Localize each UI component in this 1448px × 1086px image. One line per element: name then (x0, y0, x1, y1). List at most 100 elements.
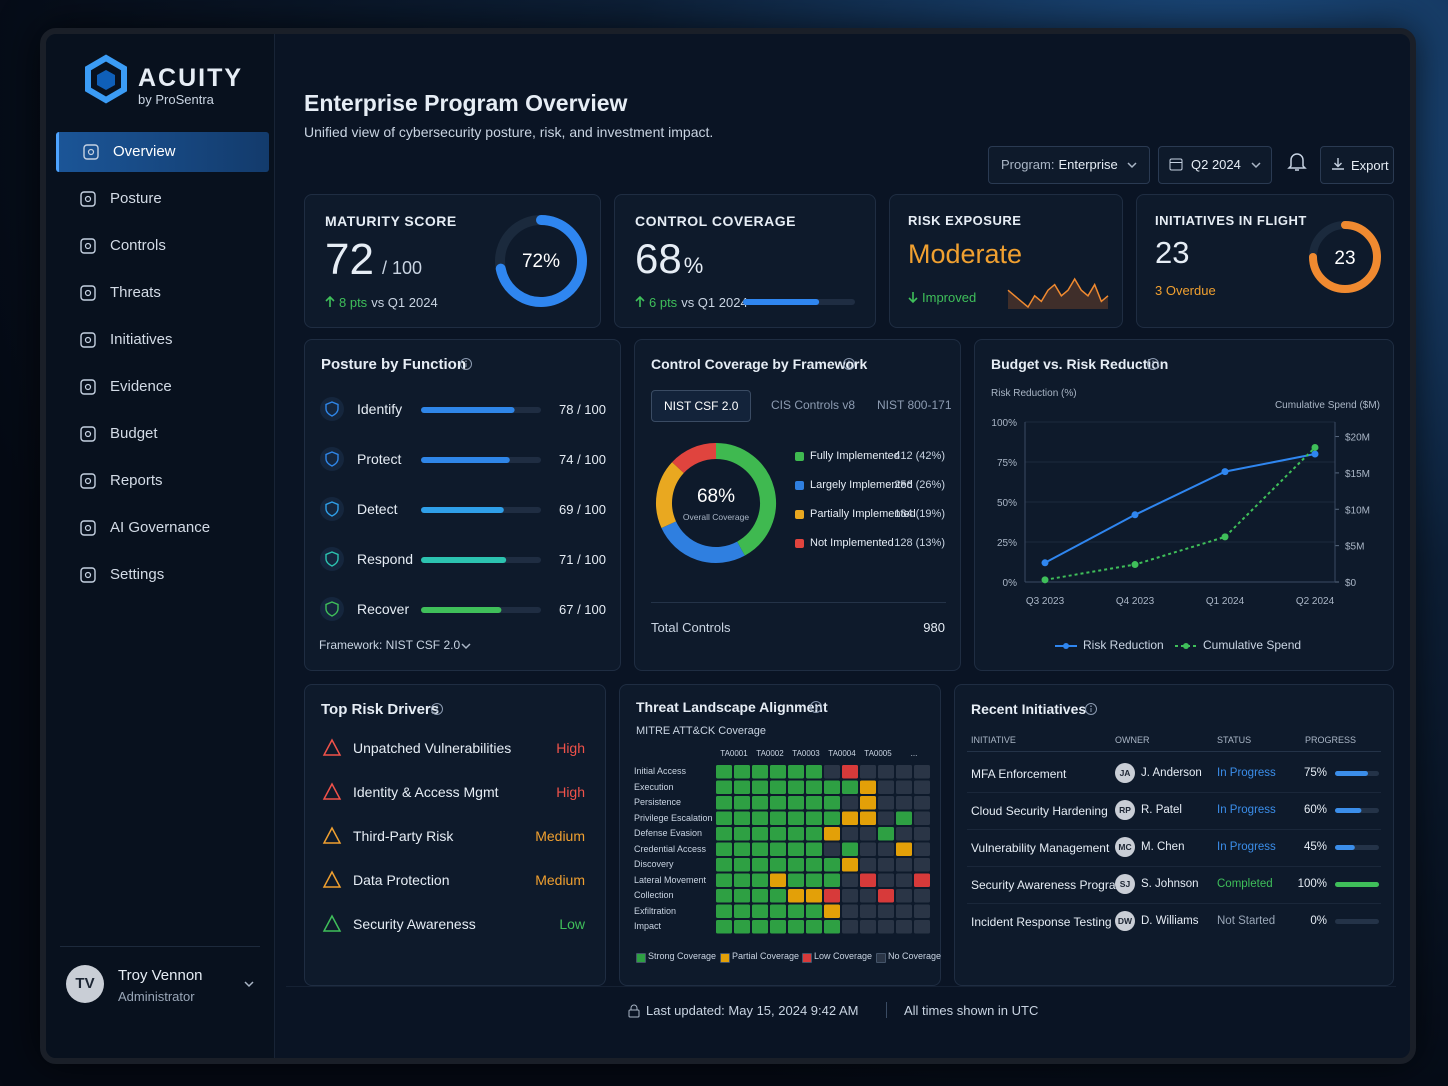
heatmap-cell (914, 889, 930, 903)
nav-item[interactable]: Posture (56, 179, 266, 219)
lock-shackle (630, 1004, 638, 1010)
framework-tab[interactable]: NIST 800-171 (865, 390, 964, 420)
heatmap-cell (806, 811, 822, 825)
heatmap-cell (842, 780, 858, 794)
info-ring (810, 701, 822, 713)
period-select[interactable]: Q2 2024 (1158, 146, 1272, 184)
nav-icon-dot (87, 148, 95, 156)
risk-icon (322, 826, 342, 844)
heatmap-cell (788, 827, 804, 841)
progress-bar (1335, 919, 1379, 924)
bell-icon[interactable] (1287, 152, 1307, 172)
x-tick-label: Q3 2023 (1026, 596, 1065, 607)
legend-swatch (720, 953, 730, 963)
heatmap-cell (842, 920, 858, 934)
owner-avatar: MC (1115, 837, 1135, 857)
heatmap-cell (752, 920, 768, 934)
nav-item[interactable]: Settings (56, 555, 266, 595)
card-title: Posture by Function (321, 356, 467, 373)
nav-item[interactable]: Threats (56, 273, 266, 313)
heatmap-cell (734, 811, 750, 825)
maturity-ring: 72% (495, 215, 587, 307)
donut-center: 68% (697, 486, 735, 507)
heatmap (716, 765, 930, 934)
framework-select[interactable]: Framework: NIST CSF 2.0 (319, 638, 479, 656)
page-title: Enterprise Program Overview (304, 90, 628, 116)
nav-item[interactable]: Budget (56, 414, 266, 454)
x-tick-label: Q1 2024 (1206, 596, 1245, 607)
donut-segment (656, 462, 685, 528)
lock-icon (628, 1004, 640, 1018)
legend-swatch (795, 481, 804, 490)
divider (651, 602, 946, 603)
risk-drivers-card: Top Risk Drivers Unpatched Vulnerabilitie… (304, 684, 606, 986)
heatmap-cell (770, 920, 786, 934)
legend-value: 256 (26%) (894, 479, 945, 491)
legend-swatch (876, 953, 886, 963)
function-bar (421, 457, 541, 463)
bell (1287, 153, 1307, 171)
framework-tab[interactable]: CIS Controls v8 (759, 390, 867, 420)
row-divider (967, 866, 1381, 867)
heatmap-cell (788, 796, 804, 810)
y2-tick-label: $0 (1345, 578, 1357, 589)
user-avatar: TV (66, 965, 104, 1003)
card-title: CONTROL COVERAGE (635, 213, 796, 229)
nav-icon (80, 520, 96, 536)
nav-item[interactable]: Controls (56, 226, 266, 266)
heatmap-cell (770, 842, 786, 856)
user-menu[interactable]: TV Troy Vennon Administrator (56, 959, 266, 1015)
nav-item[interactable]: Overview (56, 132, 269, 172)
nav-label: Posture (110, 190, 162, 207)
card-title: Budget vs. Risk Reduction (991, 356, 1169, 372)
heatmap-cell (860, 873, 876, 887)
nav-label: Budget (110, 425, 158, 442)
legend-value: 128 (13%) (894, 537, 945, 549)
maturity-card: MATURITY SCORE 72 / 100 8 pts vs Q1 2024 72% (304, 194, 601, 328)
owner-name: D. Williams (1141, 915, 1199, 927)
delta-value: 6 pts (649, 295, 678, 310)
series-point (1131, 561, 1139, 569)
sparkline (1007, 277, 1109, 309)
info-icon (1147, 358, 1159, 370)
framework-tab[interactable]: NIST CSF 2.0 (651, 390, 752, 422)
info-ring (1085, 703, 1097, 715)
row-divider (967, 829, 1381, 830)
nav-label: Reports (110, 472, 163, 489)
y-tick-label: 50% (997, 498, 1017, 509)
nav-item[interactable]: Reports (56, 461, 266, 501)
risk-card: RISK EXPOSURE Moderate Improved (889, 194, 1123, 328)
risk-level: Low (559, 916, 585, 932)
function-score: 71 / 100 (559, 552, 606, 567)
nav-icon-shape (80, 473, 96, 489)
total-label: Total Controls (651, 620, 731, 635)
status: In Progress (1217, 841, 1276, 853)
heatmap-cell (914, 858, 930, 872)
nav-item[interactable]: Evidence (56, 367, 266, 407)
heatmap-cell (770, 827, 786, 841)
heatmap-cell (806, 780, 822, 794)
risk-icon (322, 738, 342, 756)
nav-item[interactable]: AI Governance (56, 508, 266, 548)
legend-value: 184 (19%) (894, 508, 945, 520)
heatmap-cell (824, 858, 840, 872)
heatmap-cell (842, 858, 858, 872)
heatmap-cell (716, 904, 732, 918)
heatmap-cell (788, 904, 804, 918)
heatmap-cell (896, 904, 912, 918)
chevron-icon (461, 643, 471, 650)
framework-label: Framework: NIST CSF 2.0 (319, 638, 461, 652)
row-label: Privilege Escalation (634, 812, 713, 823)
nav-item[interactable]: Initiatives (56, 320, 266, 360)
export-button[interactable]: Export (1320, 146, 1394, 184)
heatmap-cell (896, 780, 912, 794)
function-icon (320, 547, 344, 571)
heatmap-cell (860, 842, 876, 856)
heatmap-cell (752, 796, 768, 810)
heatmap-cell (878, 904, 894, 918)
row-label: Discovery (634, 859, 674, 869)
program-select[interactable]: Program: Enterprise (988, 146, 1150, 184)
series-line (1044, 446, 1316, 581)
heatmap-cell (752, 811, 768, 825)
heatmap-cell (860, 796, 876, 810)
